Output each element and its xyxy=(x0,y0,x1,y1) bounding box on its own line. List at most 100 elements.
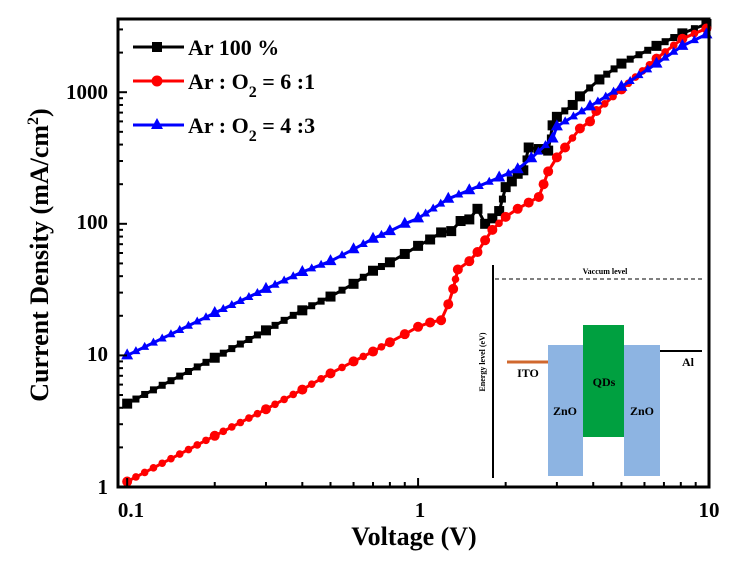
data-point xyxy=(443,299,454,310)
interpolated-marker xyxy=(270,279,280,288)
interpolated-marker xyxy=(279,275,289,284)
interpolated-marker xyxy=(244,291,254,300)
data-point xyxy=(209,430,220,441)
zno-left-block xyxy=(548,345,583,476)
data-point xyxy=(368,346,379,357)
legend-item-ar-o2-4-3: Ar : O2 = 4 :3 xyxy=(133,113,315,145)
interpolated-marker xyxy=(560,116,570,125)
interpolated-marker xyxy=(669,41,678,50)
data-point xyxy=(472,247,483,258)
series-0 xyxy=(122,18,712,409)
interpolated-marker xyxy=(376,229,386,238)
data-point xyxy=(574,123,585,134)
interpolated-marker xyxy=(317,297,325,305)
interpolated-marker xyxy=(219,349,227,357)
legend: Ar 100 % Ar : O2 = 6 :1 Ar : O2 = 4 :3 xyxy=(133,35,315,145)
interpolated-marker xyxy=(202,358,210,366)
al-label: Al xyxy=(682,355,695,369)
x-tick-label: 0.1 xyxy=(118,498,144,522)
data-point xyxy=(399,248,410,259)
interpolated-marker xyxy=(307,263,317,272)
data-point xyxy=(480,218,491,229)
data-point xyxy=(399,329,410,340)
data-point xyxy=(543,145,554,156)
legend-triangle-marker xyxy=(151,118,163,129)
data-point xyxy=(533,191,544,202)
interpolated-marker xyxy=(131,346,141,355)
interpolated-marker xyxy=(245,414,253,422)
data-point xyxy=(398,216,411,228)
interpolated-marker xyxy=(359,273,367,281)
data-point xyxy=(538,179,549,190)
interpolated-marker xyxy=(661,48,669,56)
interpolated-marker xyxy=(289,390,298,399)
data-point xyxy=(472,203,483,214)
interpolated-marker xyxy=(503,168,513,177)
interpolated-marker xyxy=(288,271,298,280)
data-point xyxy=(464,214,475,225)
data-point xyxy=(487,213,498,224)
data-point xyxy=(436,315,447,326)
interpolated-marker xyxy=(149,386,157,394)
y-axis-title-close: ) xyxy=(25,108,54,117)
energy-band-inset: Energy level (eV) Vaccum level ITO ZnO Q… xyxy=(478,265,703,478)
interpolated-marker xyxy=(451,275,460,283)
data-point xyxy=(297,305,308,316)
data-point xyxy=(493,170,506,182)
data-point xyxy=(413,240,424,251)
data-point xyxy=(348,356,359,367)
data-point xyxy=(384,337,395,348)
interpolated-marker xyxy=(132,473,140,481)
interpolated-marker xyxy=(609,86,619,95)
interpolated-marker xyxy=(568,111,578,120)
data-point xyxy=(511,162,524,174)
data-point xyxy=(412,211,425,223)
data-point xyxy=(543,166,554,177)
interpolated-marker xyxy=(541,140,551,149)
interpolated-marker xyxy=(661,38,669,46)
interpolated-marker xyxy=(601,91,611,100)
data-point xyxy=(574,91,585,102)
interpolated-marker xyxy=(495,219,503,228)
interpolated-marker xyxy=(219,427,228,436)
interpolated-marker xyxy=(338,363,346,372)
data-point xyxy=(525,151,538,163)
interpolated-marker xyxy=(634,70,644,79)
interpolated-marker xyxy=(245,335,253,343)
data-point xyxy=(547,120,558,131)
legend-item-ar-o2-6-1: Ar : O2 = 6 :1 xyxy=(133,69,315,101)
data-point xyxy=(551,111,562,122)
interpolated-marker xyxy=(235,295,245,304)
data-point xyxy=(383,224,396,236)
interpolated-marker xyxy=(167,377,175,385)
data-point xyxy=(523,197,534,208)
interpolated-marker xyxy=(280,395,288,404)
interpolated-marker xyxy=(227,299,237,308)
legend-label: Ar : O2 = 4 :3 xyxy=(188,113,315,145)
y-tick-label: 1 xyxy=(98,475,109,499)
interpolated-marker xyxy=(337,250,347,259)
interpolated-marker xyxy=(474,180,484,189)
data-point xyxy=(487,224,498,235)
data-point xyxy=(650,56,663,68)
interpolated-marker xyxy=(317,374,325,383)
interpolated-marker xyxy=(218,303,228,312)
interpolated-marker xyxy=(175,450,184,458)
data-point xyxy=(584,99,597,111)
data-point xyxy=(494,206,505,217)
data-point xyxy=(209,352,220,363)
series-2 xyxy=(121,27,713,360)
interpolated-marker xyxy=(184,368,192,376)
legend-square-marker xyxy=(152,42,162,52)
data-point xyxy=(413,321,424,332)
interpolated-marker xyxy=(577,106,587,115)
interpolated-marker xyxy=(593,96,603,105)
inset-energy-axis-label: Energy level (eV) xyxy=(478,332,487,391)
data-point xyxy=(208,305,221,317)
interpolated-marker xyxy=(166,329,176,338)
y-axis-title-sup: 2 xyxy=(25,117,42,125)
data-point xyxy=(594,74,605,85)
interpolated-marker xyxy=(193,363,201,371)
interpolated-marker xyxy=(690,29,699,38)
data-point xyxy=(616,58,627,69)
